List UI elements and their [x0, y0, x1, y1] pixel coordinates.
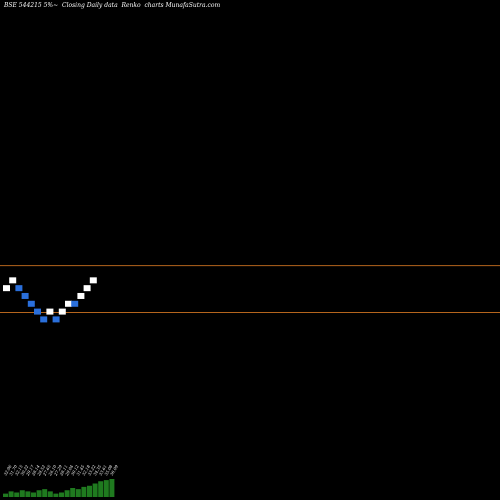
volume-label: 36.09 [109, 464, 119, 477]
volume-bar [81, 486, 87, 497]
volume-label: 35.08 [103, 464, 113, 477]
renko-brick-down [34, 308, 41, 315]
volume-label: 28.14 [30, 464, 41, 478]
volume-bar [19, 490, 25, 497]
volume-bar [109, 479, 115, 497]
volume-bar [75, 489, 81, 497]
volume-bar [59, 492, 64, 497]
volume-label: 28.11 [58, 464, 69, 477]
renko-brick-down [21, 292, 29, 299]
renko-brick-up [77, 292, 85, 299]
volume-label: 32.96 [3, 464, 13, 477]
volume-label: 31.70 [8, 464, 18, 477]
renko-brick-up [46, 308, 54, 315]
volume-label: 32.15 [14, 464, 24, 477]
volume-bar [64, 490, 70, 497]
volume-label: 33.61 [98, 464, 108, 476]
renko-brick-up [89, 277, 97, 284]
renko-brick-up [9, 277, 17, 284]
volume-bar [103, 480, 109, 497]
volume-bar [3, 493, 8, 497]
volume-bar [14, 492, 20, 497]
renko-brick-up [3, 285, 10, 292]
renko-brick-down [27, 300, 35, 307]
volume-bar [98, 481, 104, 497]
volume-label: 29.04 [64, 464, 75, 478]
volume-label: 30.22 [19, 464, 29, 477]
volume-label: 34.35 [92, 464, 102, 477]
chart-title: BSE 544215 5%~ Closing Daily data Renko … [4, 2, 221, 9]
volume-label: 32.18 [81, 464, 91, 477]
volume-bar [70, 488, 76, 497]
volume-bar [31, 492, 36, 497]
renko-brick-down [15, 285, 23, 292]
volume-bar [42, 489, 48, 497]
volume-label: 28.52 [36, 464, 47, 478]
volume-bar [25, 491, 31, 497]
renko-brick-down [40, 316, 48, 323]
renko-brick-up [58, 308, 66, 315]
volume-label: 31.45 [75, 464, 85, 477]
renko-bricks [3, 277, 97, 323]
volume-bar [92, 483, 98, 497]
volume-section: 32.9631.7032.1530.2229.1728.1428.5227.65… [3, 464, 119, 497]
volume-bar [47, 491, 53, 497]
volume-label: 26.10 [47, 464, 58, 478]
volume-label: 27.65 [41, 464, 52, 478]
renko-brick-down [52, 316, 60, 323]
volume-bar [36, 490, 42, 497]
volume-label: 33.22 [87, 464, 97, 477]
volume-label: 29.17 [24, 464, 35, 478]
volume-bar [8, 491, 14, 497]
volume-label: 30.12 [70, 464, 80, 477]
reference-lines [0, 265, 500, 313]
volume-bar [53, 493, 59, 497]
volume-label: 27.29 [52, 464, 63, 478]
renko-brick-up [65, 300, 72, 307]
renko-brick-down [71, 300, 79, 307]
renko-brick-up [83, 285, 91, 292]
volume-bar [87, 485, 92, 497]
